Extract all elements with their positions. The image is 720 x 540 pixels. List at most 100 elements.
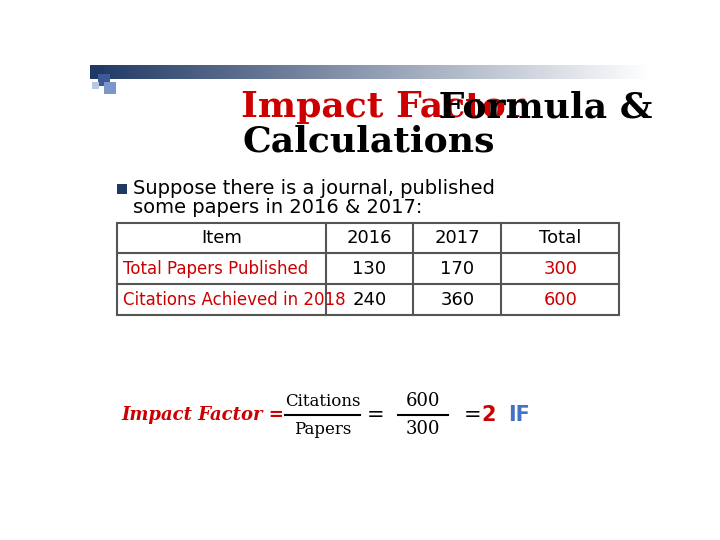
Bar <box>543 65 545 79</box>
Bar <box>402 65 405 79</box>
Text: Impact Factor =: Impact Factor = <box>121 406 284 424</box>
Bar <box>531 65 533 79</box>
Bar <box>457 65 459 79</box>
Bar <box>98 74 110 86</box>
Bar <box>156 65 158 79</box>
Bar <box>512 65 514 79</box>
Bar <box>226 65 228 79</box>
Bar <box>564 65 566 79</box>
Bar <box>354 65 355 79</box>
Bar <box>159 65 161 79</box>
Bar <box>426 65 428 79</box>
Bar <box>397 65 399 79</box>
Bar <box>642 65 643 79</box>
Bar <box>337 65 338 79</box>
Bar <box>488 65 490 79</box>
Bar <box>465 65 467 79</box>
Bar <box>277 65 279 79</box>
Text: Suppose there is a journal, published: Suppose there is a journal, published <box>133 179 495 198</box>
Bar <box>188 65 190 79</box>
Bar <box>492 65 494 79</box>
Bar <box>394 65 395 79</box>
Bar <box>158 65 160 79</box>
Bar <box>149 65 151 79</box>
Bar <box>389 65 391 79</box>
Bar <box>433 65 436 79</box>
Bar <box>104 65 105 79</box>
Bar <box>351 65 353 79</box>
Bar <box>313 65 315 79</box>
Bar <box>425 65 427 79</box>
Bar <box>549 65 551 79</box>
Bar <box>557 65 559 79</box>
Bar <box>232 65 233 79</box>
Bar <box>580 65 582 79</box>
Bar <box>368 65 370 79</box>
Bar <box>533 65 535 79</box>
Text: some papers in 2016 & 2017:: some papers in 2016 & 2017: <box>133 198 423 217</box>
Bar <box>362 65 364 79</box>
Bar <box>168 65 170 79</box>
Bar <box>349 65 351 79</box>
Bar <box>420 65 422 79</box>
Bar <box>307 65 308 79</box>
Bar <box>540 65 541 79</box>
Bar <box>516 65 518 79</box>
Bar <box>495 65 497 79</box>
Bar <box>419 65 421 79</box>
Bar <box>441 65 442 79</box>
Bar <box>366 65 367 79</box>
Bar <box>145 65 147 79</box>
Bar <box>101 65 103 79</box>
Bar <box>526 65 528 79</box>
Bar <box>302 65 304 79</box>
Bar <box>175 65 176 79</box>
Bar <box>490 65 492 79</box>
Bar <box>91 82 99 90</box>
Bar <box>559 65 561 79</box>
Bar <box>330 65 332 79</box>
Bar <box>573 65 575 79</box>
Bar <box>560 65 562 79</box>
Bar <box>369 65 371 79</box>
Bar <box>621 65 623 79</box>
Bar <box>126 65 127 79</box>
Bar <box>285 65 287 79</box>
Bar <box>200 65 202 79</box>
Bar <box>145 65 148 79</box>
Bar <box>305 65 307 79</box>
Bar <box>630 65 632 79</box>
Bar <box>631 65 633 79</box>
Text: 2016: 2016 <box>347 229 392 247</box>
Bar <box>459 65 460 79</box>
Bar <box>269 65 271 79</box>
Bar <box>414 65 415 79</box>
Bar <box>588 65 590 79</box>
Text: Calculations: Calculations <box>243 125 495 159</box>
Bar <box>551 65 553 79</box>
Bar <box>523 65 525 79</box>
Bar <box>151 65 153 79</box>
Bar <box>628 65 630 79</box>
Bar <box>503 65 505 79</box>
Bar <box>415 65 417 79</box>
Bar <box>348 65 350 79</box>
Bar <box>595 65 596 79</box>
Bar <box>451 65 452 79</box>
Bar <box>210 65 212 79</box>
Bar <box>380 65 382 79</box>
Bar <box>459 65 462 79</box>
Bar <box>203 65 204 79</box>
Bar <box>133 65 135 79</box>
Bar <box>309 65 310 79</box>
Bar <box>276 65 278 79</box>
Bar <box>382 65 383 79</box>
Bar <box>92 65 94 79</box>
Bar <box>177 65 179 79</box>
Bar <box>480 65 482 79</box>
Bar <box>514 65 516 79</box>
Bar <box>161 65 163 79</box>
Bar <box>502 65 504 79</box>
Bar <box>485 65 487 79</box>
Bar <box>266 65 269 79</box>
